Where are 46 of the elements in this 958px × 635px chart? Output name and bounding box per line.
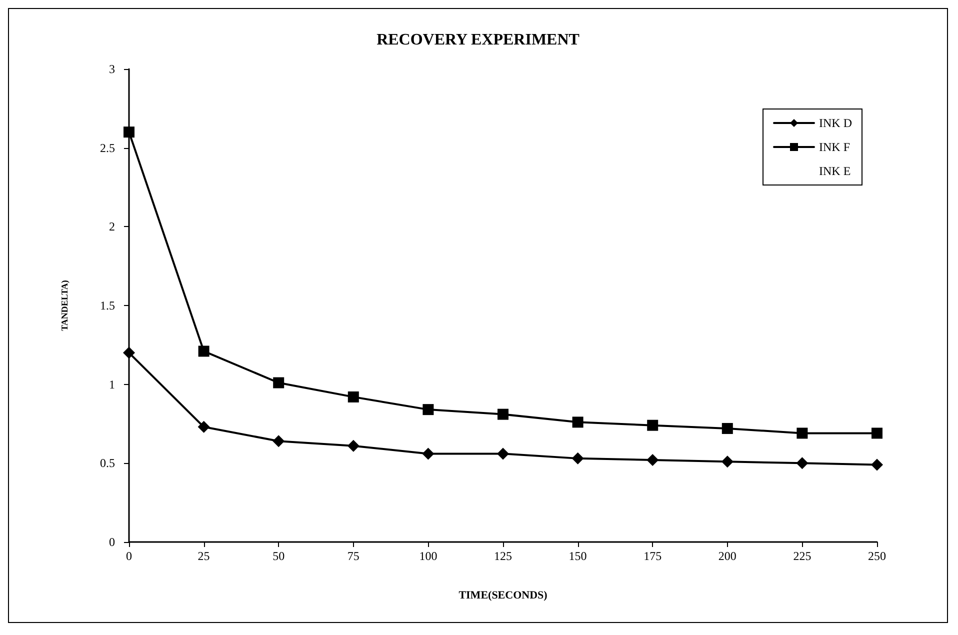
point bbox=[422, 404, 434, 416]
text: INK E bbox=[819, 164, 851, 178]
x-tick-label: 125 bbox=[494, 549, 512, 563]
point bbox=[871, 458, 883, 471]
x-tick-label: 100 bbox=[419, 549, 438, 563]
x-tick-label: 250 bbox=[868, 549, 886, 563]
x-axis-title: TIME(SECONDS) bbox=[458, 590, 548, 602]
x-tick-label: 225 bbox=[793, 549, 812, 563]
point bbox=[497, 448, 509, 460]
y-tick-label: 1 bbox=[109, 377, 115, 392]
point bbox=[123, 346, 135, 359]
point bbox=[198, 346, 210, 357]
point bbox=[347, 440, 360, 452]
y-tick-label: 2.5 bbox=[100, 140, 115, 155]
y-tick-label: 1.5 bbox=[100, 298, 115, 312]
point bbox=[647, 420, 658, 431]
point bbox=[872, 428, 882, 439]
point bbox=[572, 452, 584, 464]
x-tick-label: 25 bbox=[198, 549, 210, 563]
point bbox=[572, 416, 584, 428]
y-tick-label: 0 bbox=[109, 535, 115, 549]
point bbox=[722, 422, 733, 434]
legend-label: INK D bbox=[819, 116, 852, 130]
point bbox=[422, 448, 434, 460]
point bbox=[498, 408, 508, 420]
y-tick-label: 0.5 bbox=[100, 456, 115, 470]
point bbox=[124, 126, 134, 138]
point bbox=[198, 420, 210, 433]
point bbox=[273, 377, 284, 388]
point bbox=[796, 457, 808, 470]
x-tick-label: 200 bbox=[718, 549, 736, 563]
y-tick-label: 3 bbox=[109, 62, 115, 76]
point bbox=[646, 454, 659, 466]
x-tick-label: 75 bbox=[347, 549, 360, 563]
y-tick-label: 2 bbox=[109, 220, 115, 234]
x-tick-label: 50 bbox=[272, 549, 285, 563]
point bbox=[272, 435, 285, 448]
x-tick-label: 0 bbox=[126, 549, 132, 563]
y-axis-title: TANDELTA) bbox=[60, 280, 70, 331]
x-tick-label: 175 bbox=[644, 549, 662, 563]
point bbox=[721, 456, 734, 468]
x-tick-label: 150 bbox=[568, 549, 587, 563]
point bbox=[348, 391, 359, 402]
legend-label: INK F bbox=[819, 140, 850, 154]
chart-title: RECOVERY EXPERIMENT bbox=[376, 32, 580, 48]
point bbox=[796, 428, 808, 439]
